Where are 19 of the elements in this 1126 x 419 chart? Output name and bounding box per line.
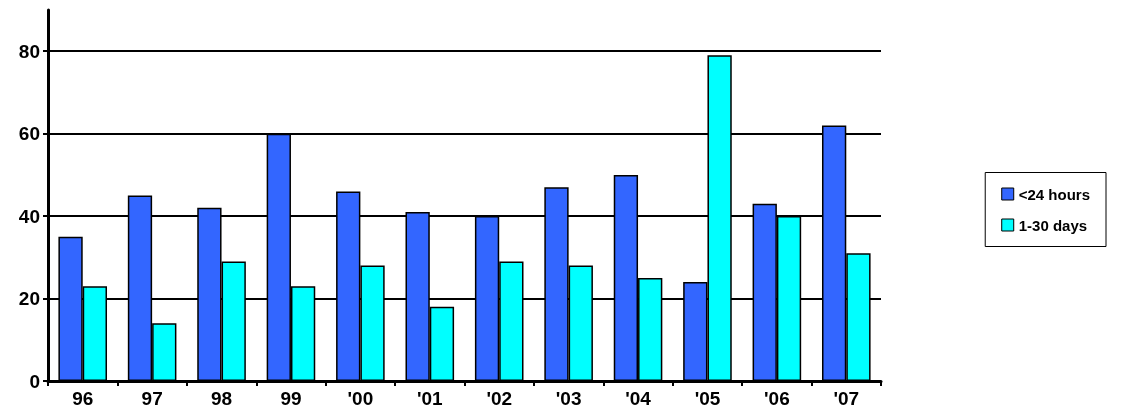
legend-label: 1-30 days <box>1018 216 1088 234</box>
x-tick-label: '01 <box>416 388 444 409</box>
x-tick-label: '02 <box>486 388 513 409</box>
y-tick-label: 20 <box>18 288 40 310</box>
x-tick-label: '06 <box>764 388 790 409</box>
y-tick-label: 0 <box>29 370 40 392</box>
x-tick-label: 99 <box>280 388 302 409</box>
legend-label: <24 hours <box>1018 185 1090 203</box>
y-tick-label: 80 <box>18 40 40 62</box>
y-tick-label: 60 <box>18 123 40 145</box>
x-tick-label: 97 <box>141 388 163 409</box>
x-tick-label: '03 <box>555 388 582 409</box>
x-tick-label: 96 <box>72 388 94 409</box>
x-tick-label: '04 <box>625 388 652 409</box>
y-tick-label: 40 <box>18 205 40 227</box>
x-tick-label: '00 <box>347 388 374 409</box>
x-tick-label: '05 <box>694 388 721 409</box>
x-tick-label: '07 <box>833 388 860 409</box>
x-tick-label: 98 <box>210 388 233 409</box>
